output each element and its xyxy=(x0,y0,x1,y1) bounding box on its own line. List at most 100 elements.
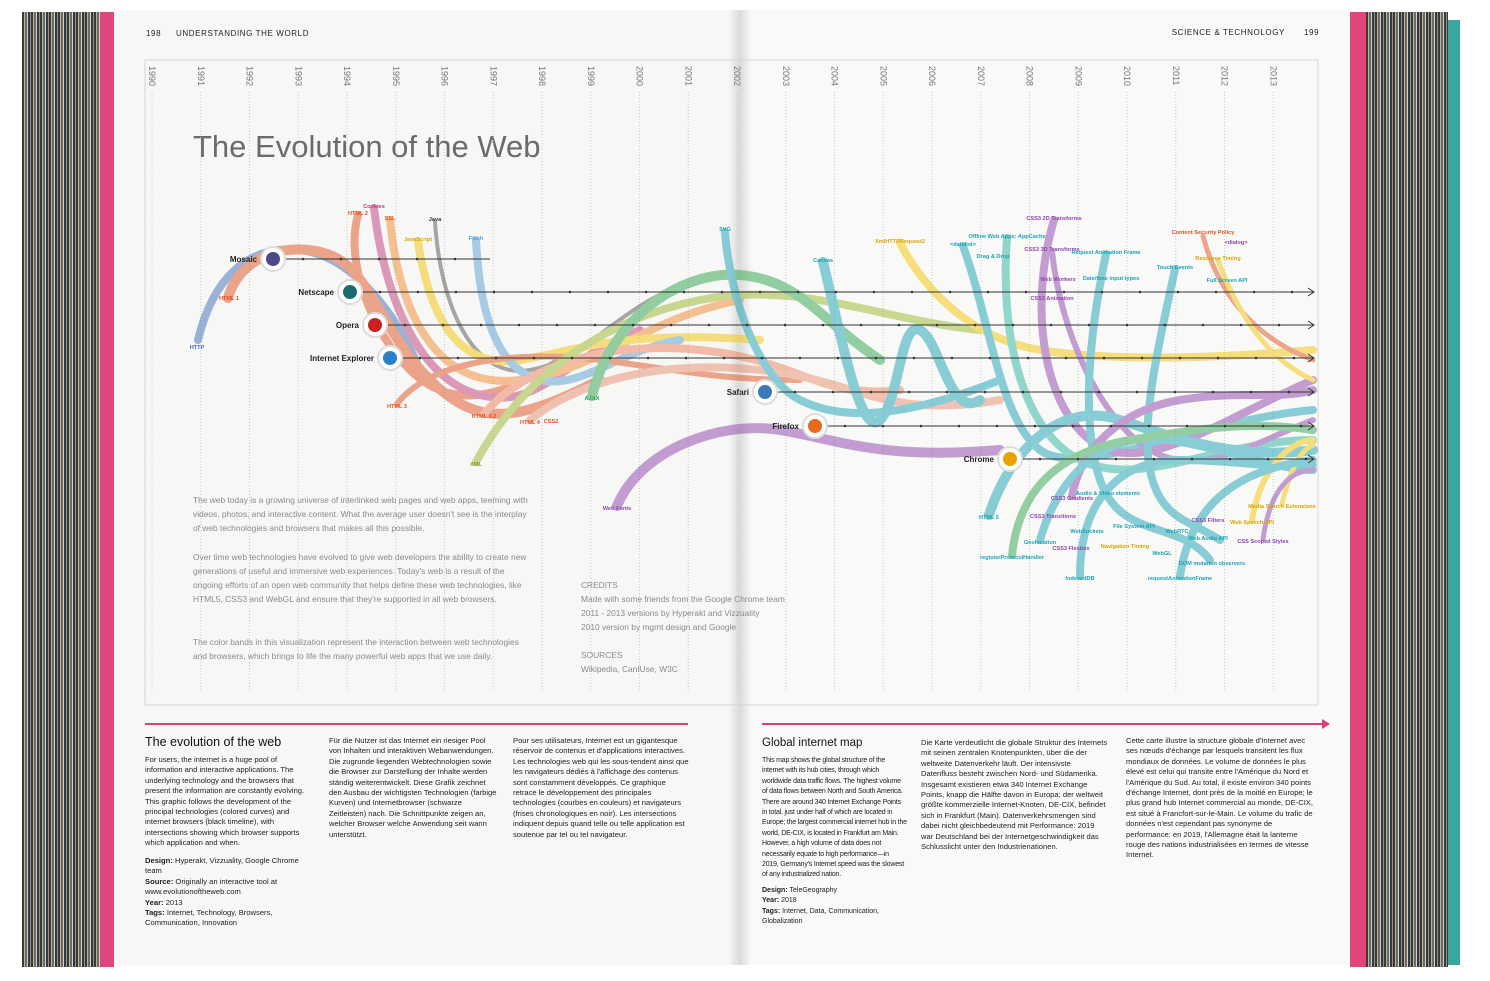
technology-label: WebGL xyxy=(1152,551,1172,557)
version-dot xyxy=(907,390,911,394)
version-dot xyxy=(1087,323,1091,327)
credit-line: Made with some friends from the Google C… xyxy=(581,594,785,604)
version-dot xyxy=(456,356,460,360)
version-dot xyxy=(1109,424,1113,428)
version-dot xyxy=(1152,457,1156,461)
year-label: 2005 xyxy=(878,66,888,86)
version-dot xyxy=(1261,424,1265,428)
infographic-title: The Evolution of the Web xyxy=(193,129,541,164)
version-dot xyxy=(517,323,521,327)
technology-label: Audio & Video elements xyxy=(1076,491,1140,497)
year-label: 2001 xyxy=(683,66,693,86)
version-dot xyxy=(1114,457,1118,461)
version-dot xyxy=(1254,356,1258,360)
pink-edge-right xyxy=(1350,12,1366,967)
version-dot xyxy=(644,290,648,294)
technology-label: CSS3 Filters xyxy=(1192,518,1225,524)
year-label: 1992 xyxy=(245,66,255,86)
technology-label: registerProtocolHandler xyxy=(980,555,1045,561)
meta-item: Tags: Internet, Technology, Browsers, Co… xyxy=(145,908,307,929)
version-dot xyxy=(608,356,612,360)
meta-label: Year: xyxy=(145,897,164,907)
cover-edge xyxy=(1448,20,1460,965)
version-dot xyxy=(1138,290,1142,294)
rule xyxy=(762,723,1322,725)
intro-paragraph: The web today is a growing universe of i… xyxy=(193,495,528,533)
meta-item: Year: 2013 xyxy=(145,898,307,908)
version-dot xyxy=(1140,356,1144,360)
technology-label: HTML 5 xyxy=(979,515,999,521)
version-dot xyxy=(568,290,572,294)
version-dot xyxy=(910,290,914,294)
version-dot xyxy=(973,323,977,327)
year-label: 1991 xyxy=(196,66,206,86)
version-dot xyxy=(1076,457,1080,461)
version-dot xyxy=(720,290,724,294)
technology-label: Navigation Timing xyxy=(1101,544,1150,550)
technology-label: DOM mutation observers xyxy=(1179,561,1246,567)
meta-item: Year: 2018 xyxy=(762,896,907,906)
intro-paragraph: Over time web technologies have evolved … xyxy=(193,552,527,604)
page-edges-right xyxy=(1366,12,1448,967)
version-dot xyxy=(532,356,536,360)
version-dot xyxy=(912,356,916,360)
version-dot xyxy=(454,290,458,294)
version-dot xyxy=(745,323,749,327)
browser-label: Internet Explorer xyxy=(310,354,374,363)
meta-label: Design: xyxy=(145,856,173,865)
technology-label: XmlHTTPRequest2 xyxy=(875,239,925,245)
version-dot xyxy=(957,424,961,428)
version-dot xyxy=(530,290,534,294)
year-label: 1993 xyxy=(293,66,303,86)
year-label: 2002 xyxy=(732,66,742,86)
version-dot xyxy=(872,290,876,294)
version-dot xyxy=(682,290,686,294)
year-label: 1997 xyxy=(488,66,498,86)
rule-arrow xyxy=(1322,719,1330,729)
timeline-arrow xyxy=(1307,387,1315,397)
year-label: 2003 xyxy=(781,66,791,86)
meta-label: Source: xyxy=(145,876,174,886)
browser-icon xyxy=(383,351,397,365)
version-dot xyxy=(593,323,597,327)
technology-label: Web Workers xyxy=(1040,277,1076,283)
technology-label: Canvas xyxy=(813,258,833,264)
version-dot xyxy=(796,290,800,294)
version-dot xyxy=(631,323,635,327)
technology-label: HTML 3.2 xyxy=(472,414,497,420)
browser-label: Opera xyxy=(336,321,360,330)
version-dot xyxy=(1190,457,1194,461)
version-dot xyxy=(1033,424,1037,428)
meta-label: Year: xyxy=(762,897,780,905)
version-dot xyxy=(570,356,574,360)
meta-text: 2013 xyxy=(165,897,183,907)
technology-label: Full Screen API xyxy=(1207,278,1248,284)
version-dot xyxy=(843,424,847,428)
version-dot xyxy=(1102,356,1106,360)
version-dot xyxy=(1214,290,1218,294)
credits-heading: CREDITS xyxy=(581,580,618,590)
version-dot xyxy=(758,290,762,294)
year-label: 1995 xyxy=(391,66,401,86)
version-dot xyxy=(1038,457,1042,461)
version-dot xyxy=(479,323,483,327)
technology-label: CSS3 Flexbox xyxy=(1052,546,1090,552)
technology-label: Web Fonts xyxy=(603,506,632,512)
technology-label: Drag & Drop xyxy=(977,254,1011,260)
technology-label: Java xyxy=(429,217,442,223)
version-dot xyxy=(1125,323,1129,327)
technology-label: CSS3 Animation xyxy=(1030,296,1074,302)
year-label: 2004 xyxy=(830,66,840,86)
section-title: SCIENCE & TECHNOLOGY xyxy=(1171,28,1285,37)
version-dot xyxy=(836,356,840,360)
technology-label: requestAnimationFrame xyxy=(1148,576,1212,582)
browser-label: Chrome xyxy=(964,455,995,464)
article-english: For users, the internet is a huge pool o… xyxy=(145,755,305,848)
technology-label: Geolocation xyxy=(1024,540,1057,546)
year-label: 2000 xyxy=(635,66,645,86)
timeline-arrow xyxy=(1307,454,1315,464)
version-dot xyxy=(722,356,726,360)
technology-label: Web Speech API xyxy=(1230,520,1274,526)
gutter xyxy=(728,10,752,965)
article-title: The evolution of the web xyxy=(145,735,282,749)
